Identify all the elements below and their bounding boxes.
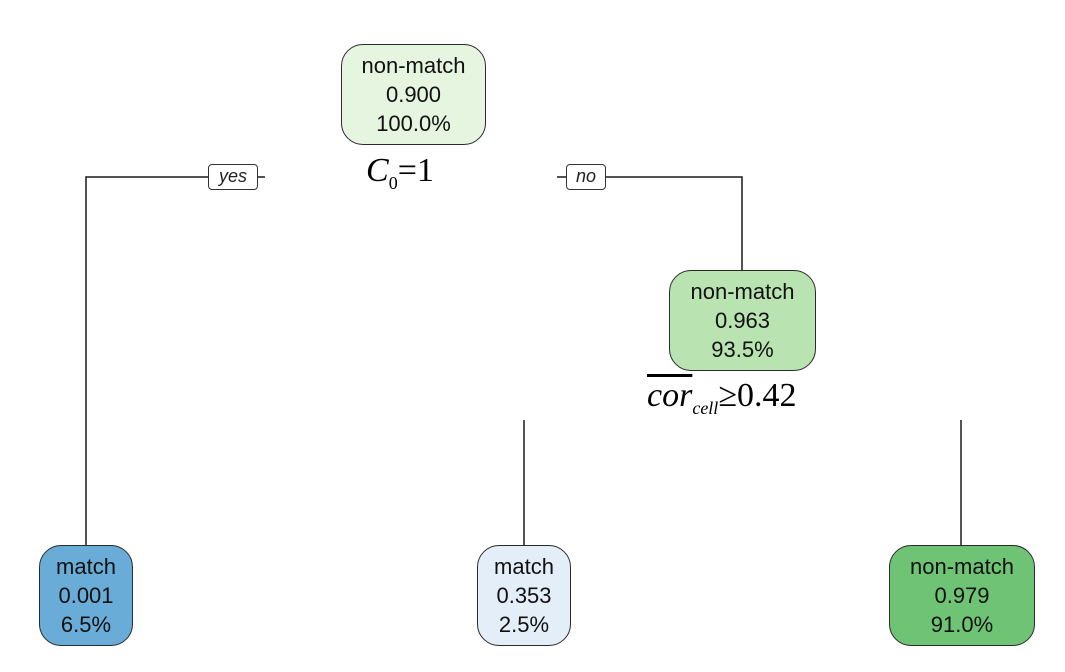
leaf-b-prob: 0.353 bbox=[496, 583, 552, 608]
node-root-prob: 0.900 bbox=[385, 82, 442, 107]
leaf-a-class: match bbox=[56, 554, 116, 579]
leaf-b-percent: 2.5% bbox=[498, 612, 550, 637]
split-inner-sub: cell bbox=[692, 398, 719, 418]
leaf-c-percent: 91.0% bbox=[930, 612, 994, 637]
leaf-node-match-a: match 0.001 6.5% bbox=[39, 545, 133, 646]
split-rule-root: C0=1 bbox=[366, 151, 434, 203]
split-root-sub: 0 bbox=[388, 173, 398, 193]
node-root-percent: 100.0% bbox=[376, 111, 451, 136]
split-root-op: = bbox=[397, 152, 417, 189]
edge-root-right bbox=[557, 176, 743, 270]
leaf-node-non-match: non-match 0.979 91.0% bbox=[889, 545, 1035, 646]
split-inner-value: 0.42 bbox=[736, 377, 797, 414]
node-inner-prob: 0.963 bbox=[714, 308, 771, 333]
branch-label-yes: yes bbox=[208, 164, 258, 190]
leaf-a-percent: 6.5% bbox=[60, 612, 112, 637]
node-inner-class: non-match bbox=[690, 279, 795, 304]
split-inner-var: cor bbox=[647, 377, 693, 414]
split-inner-op: ≥ bbox=[718, 377, 737, 414]
node-inner: non-match 0.963 93.5% bbox=[669, 270, 816, 371]
leaf-c-class: non-match bbox=[910, 554, 1014, 579]
node-inner-percent: 93.5% bbox=[711, 337, 774, 362]
leaf-a-prob: 0.001 bbox=[58, 583, 114, 608]
node-root: non-match 0.900 100.0% bbox=[341, 44, 486, 145]
split-root-value: 1 bbox=[416, 152, 434, 189]
leaf-c-prob: 0.979 bbox=[934, 583, 990, 608]
leaf-node-match-b: match 0.353 2.5% bbox=[477, 545, 571, 646]
branch-label-no: no bbox=[566, 164, 606, 190]
node-root-class: non-match bbox=[361, 53, 466, 78]
split-rule-inner: corcell≥0.42 bbox=[647, 376, 796, 428]
split-root-var: C bbox=[366, 152, 389, 189]
leaf-b-class: match bbox=[494, 554, 554, 579]
edge-root-left bbox=[85, 176, 265, 545]
